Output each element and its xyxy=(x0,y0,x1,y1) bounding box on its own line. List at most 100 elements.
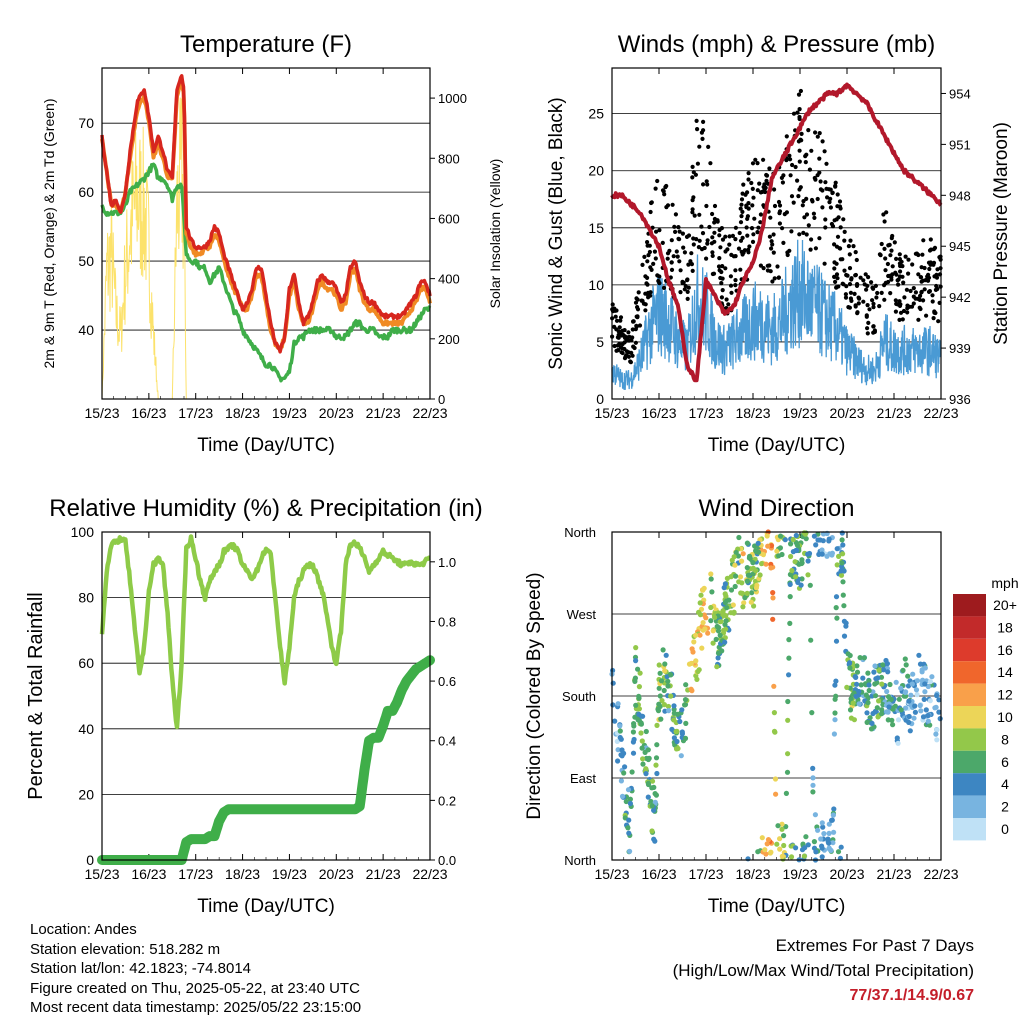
gust-point xyxy=(767,166,772,171)
gust-point xyxy=(851,244,856,249)
direction-point xyxy=(649,803,655,809)
gust-point xyxy=(833,279,838,284)
direction-point xyxy=(674,738,680,745)
direction-point xyxy=(793,845,799,851)
direction-point xyxy=(929,674,935,680)
direction-point xyxy=(781,833,787,839)
direction-point xyxy=(717,632,723,639)
gust-point xyxy=(877,304,882,309)
direction-point xyxy=(793,532,799,539)
gust-point xyxy=(813,246,819,251)
direction-point xyxy=(631,723,637,729)
gust-point xyxy=(738,220,744,225)
gust-point xyxy=(645,259,650,264)
direction-point xyxy=(627,848,633,854)
gust-point xyxy=(686,262,691,267)
direction-point xyxy=(830,840,836,846)
gust-point xyxy=(643,302,648,307)
x-tick-label: 16/23 xyxy=(641,405,676,421)
gust-point xyxy=(822,149,827,154)
direction-point xyxy=(645,780,652,786)
panel-title: Temperature (F) xyxy=(180,31,352,58)
gust-point xyxy=(706,144,711,149)
gust-point xyxy=(833,184,838,189)
direction-point xyxy=(715,650,722,656)
gust-point xyxy=(710,253,715,258)
direction-point xyxy=(810,765,816,772)
direction-point xyxy=(831,731,838,737)
gust-point xyxy=(755,161,760,166)
x-tick-label: 22/23 xyxy=(923,866,958,882)
direction-point xyxy=(619,793,626,800)
direction-point xyxy=(840,542,846,548)
gust-point xyxy=(769,246,774,251)
gust-point xyxy=(910,262,915,267)
gust-point xyxy=(705,182,710,187)
direction-point xyxy=(895,740,901,746)
direction-point xyxy=(762,847,768,853)
direction-point xyxy=(741,600,747,606)
direction-point xyxy=(819,820,825,826)
gust-point xyxy=(810,199,815,204)
direction-point xyxy=(788,541,794,547)
direction-point xyxy=(661,687,667,694)
direction-point xyxy=(633,702,639,708)
direction-point xyxy=(745,572,752,578)
gust-point xyxy=(733,237,738,242)
direction-point xyxy=(702,626,708,632)
direction-point xyxy=(783,790,790,797)
direction-point xyxy=(787,594,793,600)
direction-point xyxy=(731,609,737,615)
y-tick-label: 40 xyxy=(78,322,94,338)
direction-point xyxy=(759,561,765,567)
direction-point xyxy=(744,540,751,546)
gust-point xyxy=(724,297,729,302)
direction-point xyxy=(744,578,750,584)
direction-point xyxy=(918,708,924,714)
y-tick-label: 70 xyxy=(78,115,94,131)
gust-point xyxy=(780,226,785,231)
x-tick-label: 20/23 xyxy=(319,405,354,421)
direction-point xyxy=(793,574,799,580)
gust-point xyxy=(677,237,682,242)
direction-point xyxy=(720,608,726,614)
gust-point xyxy=(935,286,940,292)
direction-point xyxy=(866,687,872,694)
direction-point xyxy=(698,592,704,598)
gust-point xyxy=(804,212,810,217)
direction-point xyxy=(697,600,703,606)
gust-point xyxy=(755,188,760,193)
gust-point xyxy=(856,295,861,300)
gust-point xyxy=(870,298,875,303)
direction-point xyxy=(898,685,904,691)
gust-point xyxy=(643,274,648,279)
gust-point xyxy=(660,240,665,245)
gust-point xyxy=(926,278,931,283)
direction-point xyxy=(683,720,689,727)
gust-point xyxy=(686,285,691,290)
y2-tick-label: 945 xyxy=(949,239,971,254)
gust-point xyxy=(871,324,876,329)
gust-point xyxy=(654,229,659,234)
gust-point xyxy=(720,237,726,242)
direction-point xyxy=(796,561,802,567)
gust-point xyxy=(733,268,738,273)
direction-point xyxy=(874,705,880,711)
direction-point xyxy=(934,737,940,743)
gust-point xyxy=(806,223,811,228)
direction-point xyxy=(914,678,921,684)
direction-point xyxy=(868,726,875,732)
gust-point xyxy=(723,234,728,239)
direction-point xyxy=(922,665,928,671)
gust-point xyxy=(739,197,745,202)
direction-point xyxy=(659,698,665,704)
gust-point xyxy=(915,296,920,301)
x-tick-label: 20/23 xyxy=(319,866,354,882)
direction-point xyxy=(636,706,643,712)
gust-point xyxy=(655,178,660,184)
direction-point xyxy=(657,670,663,676)
gust-point xyxy=(918,306,923,312)
y2-tick-label: 948 xyxy=(949,188,971,203)
direction-point xyxy=(643,728,649,735)
dewpoint-series xyxy=(100,162,432,383)
